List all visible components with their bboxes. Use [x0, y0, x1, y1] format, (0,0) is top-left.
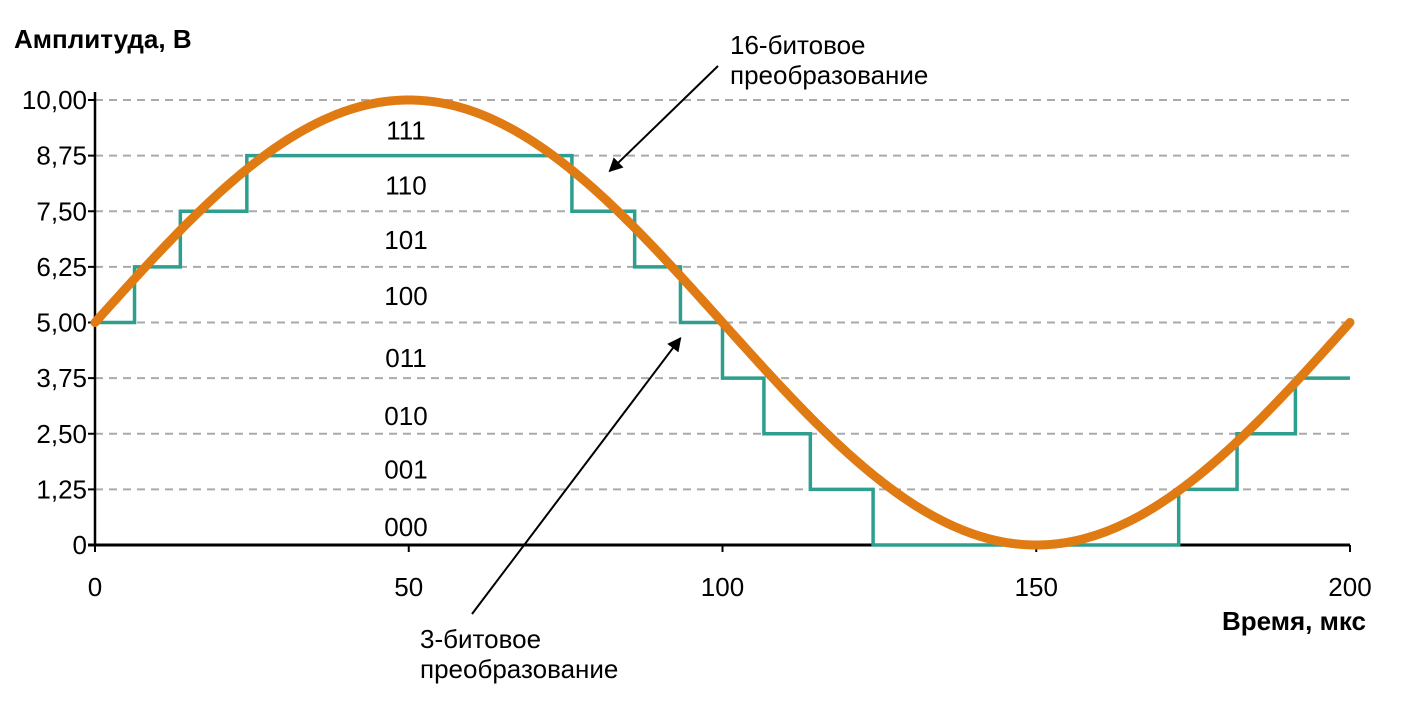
- level-code-label: 011: [385, 343, 426, 373]
- annotation-label: 16-битовое: [730, 30, 866, 60]
- y-axis-ticks: 0 1,25 2,50 3,75 5,00 6,25 7,50 8,75 10,00: [22, 85, 95, 560]
- level-code-label: 110: [385, 170, 426, 200]
- annotation-label: преобразование: [420, 654, 618, 684]
- y-tick-label: 0: [73, 530, 87, 560]
- x-axis-title: Время, мкс: [1222, 606, 1366, 636]
- level-code-label: 000: [384, 512, 427, 542]
- level-code-label: 001: [384, 454, 427, 484]
- x-tick-label: 50: [394, 572, 423, 602]
- level-code-label: 100: [384, 281, 427, 311]
- x-tick-label: 0: [88, 572, 102, 602]
- annotations: 16-битовоепреобразование3-битовоепреобра…: [420, 30, 928, 684]
- x-axis-ticks: 0 50 100 150 200: [88, 545, 1372, 602]
- annotation-arrow: [471, 336, 682, 615]
- sixteen-bit-sine-line: [90, 95, 1355, 550]
- three-bit-step-line: [95, 153, 1350, 547]
- x-tick-label: 150: [1015, 572, 1058, 602]
- sixteen-bit-series: [90, 95, 1355, 550]
- three-bit-series: [95, 153, 1350, 547]
- y-tick-label: 6,25: [36, 252, 87, 282]
- x-tick-label: 200: [1328, 572, 1371, 602]
- level-codes: 111 110 101 100 011 010 001 000: [384, 115, 427, 542]
- y-tick-label: 7,50: [36, 196, 87, 226]
- y-tick-label: 5,00: [36, 308, 87, 338]
- annotation-arrow: [608, 65, 719, 173]
- y-tick-label: 1,25: [36, 474, 87, 504]
- annotation-label: 3-битовое: [420, 624, 541, 654]
- y-axis-title: Амплитуда, В: [14, 24, 192, 54]
- y-tick-label: 8,75: [36, 141, 87, 171]
- level-code-label: 111: [386, 115, 426, 145]
- annotation-label: преобразование: [730, 60, 928, 90]
- y-tick-label: 10,00: [22, 85, 87, 115]
- level-code-label: 101: [384, 225, 427, 255]
- y-tick-label: 3,75: [36, 363, 87, 393]
- level-code-label: 010: [384, 401, 427, 431]
- y-tick-label: 2,50: [36, 419, 87, 449]
- x-tick-label: 100: [701, 572, 744, 602]
